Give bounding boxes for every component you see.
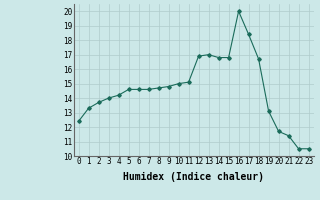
- X-axis label: Humidex (Indice chaleur): Humidex (Indice chaleur): [123, 172, 264, 182]
